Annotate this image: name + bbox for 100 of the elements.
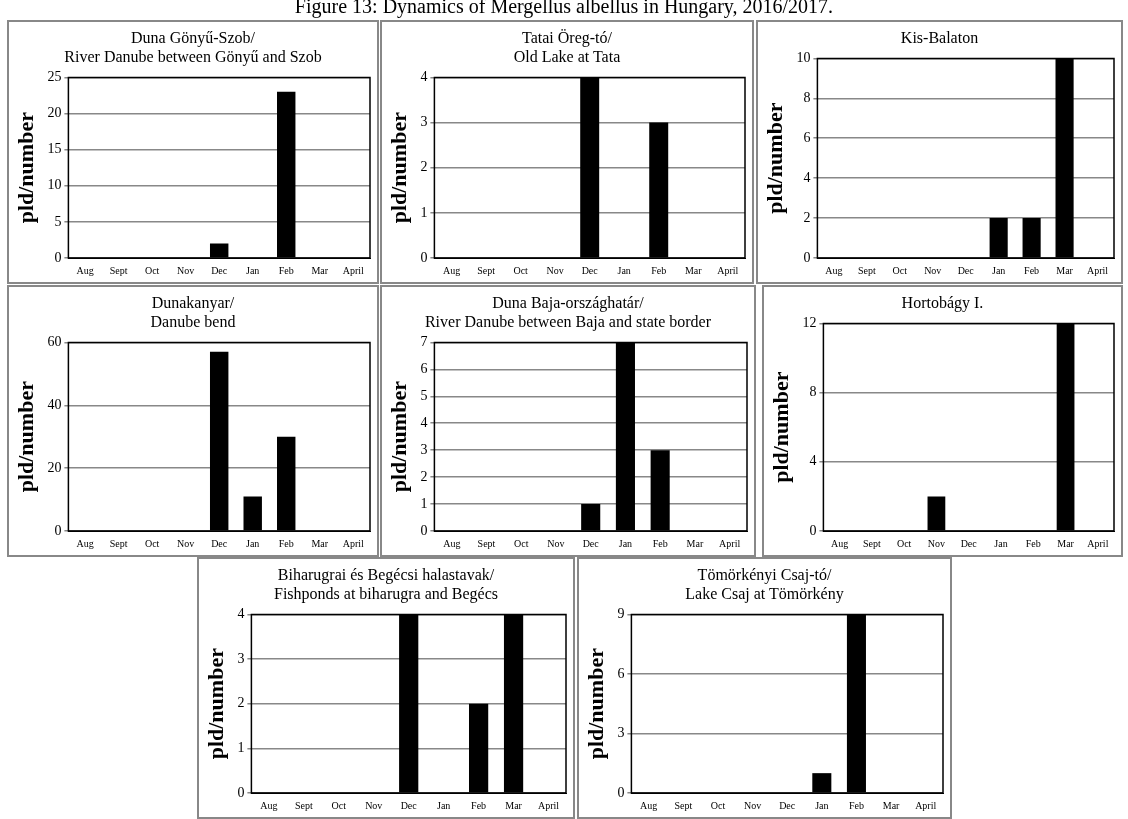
- x-tick-label: Aug: [76, 264, 94, 276]
- x-tick-label: Oct: [331, 799, 347, 811]
- y-tick-label: 0: [54, 522, 62, 538]
- y-tick-label: 0: [809, 522, 817, 538]
- x-tick-label: Mar: [882, 799, 901, 811]
- x-tick-label: April: [537, 799, 560, 811]
- x-tick-label: Oct: [144, 537, 160, 549]
- x-tick-label: Dec: [582, 537, 600, 549]
- x-tick-label: Nov: [743, 799, 762, 811]
- y-tick-label: 3: [420, 114, 428, 130]
- y-axis-title: pld/number: [385, 111, 411, 224]
- y-tick-label: 4: [420, 69, 428, 85]
- x-tick-label: Feb: [1025, 537, 1041, 549]
- chart-title: Duna Gönyű-Szob/ River Danube between Gönyű and Szob: [63, 28, 323, 66]
- x-tick-label: Dec: [211, 537, 228, 549]
- x-tick-label: Jan: [246, 537, 260, 549]
- x-tick-label: Aug: [76, 537, 94, 549]
- x-tick-label: Feb: [471, 799, 487, 811]
- y-tick-label: 6: [617, 665, 625, 681]
- x-tick-label: Sept: [109, 537, 128, 549]
- chart-title: Kis-Balaton: [899, 28, 980, 47]
- y-tick-label: 6: [420, 361, 428, 377]
- x-tick-label: Jan: [991, 264, 1006, 276]
- y-tick-label: 40: [47, 396, 62, 412]
- x-tick-label: Feb: [278, 537, 294, 549]
- x-tick-label: Feb: [278, 264, 294, 276]
- x-tick-label: Sept: [477, 264, 496, 276]
- x-tick-label: Sept: [674, 799, 693, 811]
- x-tick-label: Nov: [177, 537, 195, 549]
- x-tick-label: Nov: [924, 264, 942, 276]
- x-tick-label: Mar: [684, 264, 703, 276]
- y-tick-label: 0: [617, 784, 625, 800]
- x-tick-label: Feb: [652, 537, 668, 549]
- chart-title: Dunakanyar/ Danube bend: [149, 293, 237, 331]
- x-tick-label: Dec: [779, 799, 796, 811]
- y-tick-label: 2: [237, 695, 245, 711]
- y-tick-label: 0: [237, 784, 245, 800]
- y-tick-label: 10: [796, 50, 811, 66]
- y-tick-label: 8: [803, 89, 811, 105]
- x-tick-label: Mar: [1057, 537, 1075, 549]
- x-tick-label: Sept: [294, 799, 313, 811]
- y-tick-label: 0: [420, 249, 428, 265]
- y-tick-label: 2: [420, 468, 428, 484]
- x-tick-label: Nov: [546, 264, 564, 276]
- x-tick-label: Mar: [311, 264, 329, 276]
- y-tick-label: 4: [237, 606, 245, 622]
- y-tick-label: 0: [54, 249, 62, 265]
- x-tick-label: Jan: [618, 537, 633, 549]
- x-tick-label: Jan: [246, 264, 260, 276]
- x-tick-label: Dec: [211, 264, 228, 276]
- y-axis-title: pld/number: [761, 102, 787, 214]
- x-tick-label: Nov: [547, 537, 565, 549]
- y-axis-title: pld/number: [202, 647, 228, 760]
- y-tick-label: 12: [802, 315, 817, 331]
- chart-title: Duna Baja-országhatár/ River Danube between Baja and state border: [423, 293, 713, 331]
- x-tick-label: Dec: [400, 799, 418, 811]
- x-tick-label: Jan: [994, 537, 1008, 549]
- y-tick-label: 4: [803, 169, 811, 185]
- x-tick-label: Jan: [436, 799, 451, 811]
- y-tick-label: 25: [47, 69, 62, 85]
- y-tick-label: 2: [803, 209, 811, 225]
- x-tick-label: Mar: [505, 799, 523, 811]
- x-tick-label: Oct: [144, 264, 160, 276]
- y-tick-label: 4: [420, 414, 428, 430]
- x-tick-label: Sept: [862, 537, 881, 549]
- x-tick-label: April: [717, 264, 739, 276]
- y-tick-label: 1: [237, 740, 245, 756]
- chart-title: Tatai Öreg-tó/ Old Lake at Tata: [512, 28, 622, 66]
- y-axis-title: pld/number: [582, 647, 608, 760]
- y-tick-label: 20: [47, 459, 62, 475]
- x-tick-label: Dec: [960, 537, 978, 549]
- x-tick-label: Nov: [927, 537, 946, 549]
- x-tick-label: Mar: [311, 537, 329, 549]
- x-tick-label: Nov: [365, 799, 383, 811]
- y-tick-label: 6: [803, 129, 811, 145]
- x-tick-label: April: [719, 537, 741, 549]
- y-tick-label: 5: [420, 387, 428, 403]
- x-tick-label: Mar: [1056, 264, 1074, 276]
- y-tick-label: 3: [420, 441, 428, 457]
- chart-title: Tömörkényi Csaj-tó/ Lake Csaj at Tömörkény: [684, 565, 845, 603]
- x-tick-label: Oct: [513, 264, 529, 276]
- y-tick-label: 3: [617, 725, 625, 741]
- x-tick-label: Sept: [857, 264, 876, 276]
- x-tick-label: Oct: [892, 264, 908, 276]
- y-tick-label: 4: [809, 453, 817, 469]
- y-tick-label: 7: [420, 334, 428, 350]
- y-tick-label: 0: [803, 249, 811, 265]
- x-tick-label: Aug: [830, 537, 849, 549]
- y-tick-label: 60: [47, 334, 62, 350]
- x-tick-label: Jan: [617, 264, 631, 276]
- x-tick-label: April: [1086, 264, 1109, 276]
- x-tick-label: Aug: [443, 264, 461, 276]
- x-tick-label: Sept: [477, 537, 496, 549]
- x-tick-label: Feb: [651, 264, 667, 276]
- y-tick-label: 3: [237, 650, 245, 666]
- y-axis-title: pld/number: [12, 380, 38, 493]
- y-tick-label: 20: [47, 105, 62, 121]
- chart-title: Hortobágy I.: [900, 293, 985, 312]
- x-tick-label: Feb: [1024, 264, 1040, 276]
- x-tick-label: Dec: [957, 264, 975, 276]
